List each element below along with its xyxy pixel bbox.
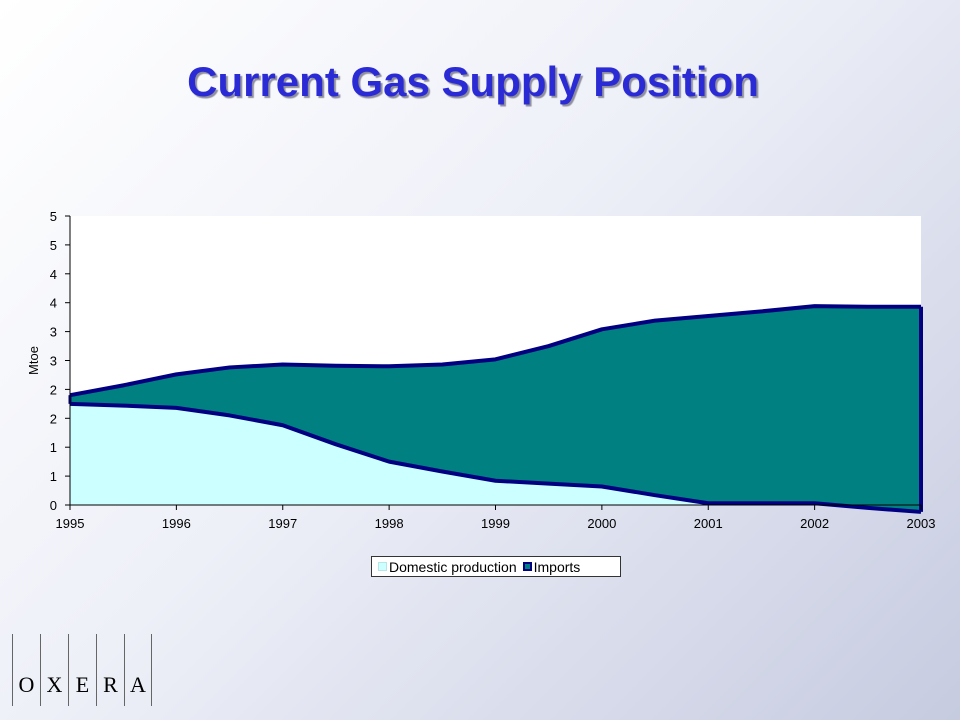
y-tick-label: 4 bbox=[50, 296, 57, 311]
y-tick-label: 1 bbox=[50, 440, 57, 455]
legend-item-domestic: Domestic production bbox=[372, 559, 517, 575]
x-tick-label: 2002 bbox=[800, 516, 829, 531]
y-tick-label: 0 bbox=[50, 498, 57, 513]
x-tick-label: 1995 bbox=[56, 516, 85, 531]
y-tick-label: 3 bbox=[50, 354, 57, 369]
legend-label-imports: Imports bbox=[533, 558, 581, 575]
oxera-logo: O X E R A bbox=[12, 634, 152, 706]
plot-area bbox=[68, 216, 923, 514]
y-tick-label: 3 bbox=[50, 325, 57, 340]
line-total-supply bbox=[69, 304, 921, 398]
x-tick-label: 1997 bbox=[268, 516, 297, 531]
x-tick-label: 1999 bbox=[481, 516, 510, 531]
slide-title: Current Gas Supply Position bbox=[187, 58, 759, 105]
logo-letter: A bbox=[124, 634, 152, 706]
line-domestic-production bbox=[69, 401, 922, 514]
legend-swatch-imports bbox=[522, 562, 532, 571]
logo-letter: R bbox=[96, 634, 124, 706]
y-tick-label: 1 bbox=[50, 469, 57, 484]
logo-letter: E bbox=[68, 634, 96, 706]
y-tick-label: 2 bbox=[50, 411, 57, 426]
y-tick-label: 2 bbox=[50, 382, 57, 397]
legend-item-imports: Imports bbox=[517, 558, 581, 575]
x-tick-label: 1998 bbox=[375, 516, 404, 531]
y-tick-label: 5 bbox=[50, 209, 57, 224]
area-imports bbox=[70, 306, 921, 512]
legend-label-domestic: Domestic production bbox=[389, 558, 517, 575]
y-tick-label: 5 bbox=[50, 238, 57, 253]
y-axis-label: Mtoe bbox=[26, 346, 41, 375]
chart-legend: Domestic production Imports bbox=[371, 556, 621, 577]
legend-swatch-domestic bbox=[378, 562, 387, 571]
x-tick-label: 2000 bbox=[587, 516, 616, 531]
x-tick-label: 2003 bbox=[907, 516, 936, 531]
axes: 0 1 1 2 2 3 3 4 4 5 5 Mtoe 1995 1996 1997 1998 1999 2000 2… bbox=[26, 209, 935, 531]
x-tick-label: 2001 bbox=[694, 516, 723, 531]
y-tick-label: 4 bbox=[50, 267, 57, 282]
area-domestic-production bbox=[70, 403, 921, 512]
logo-letter: X bbox=[40, 634, 68, 706]
logo-letter: O bbox=[12, 634, 40, 706]
x-tick-label: 1996 bbox=[162, 516, 191, 531]
